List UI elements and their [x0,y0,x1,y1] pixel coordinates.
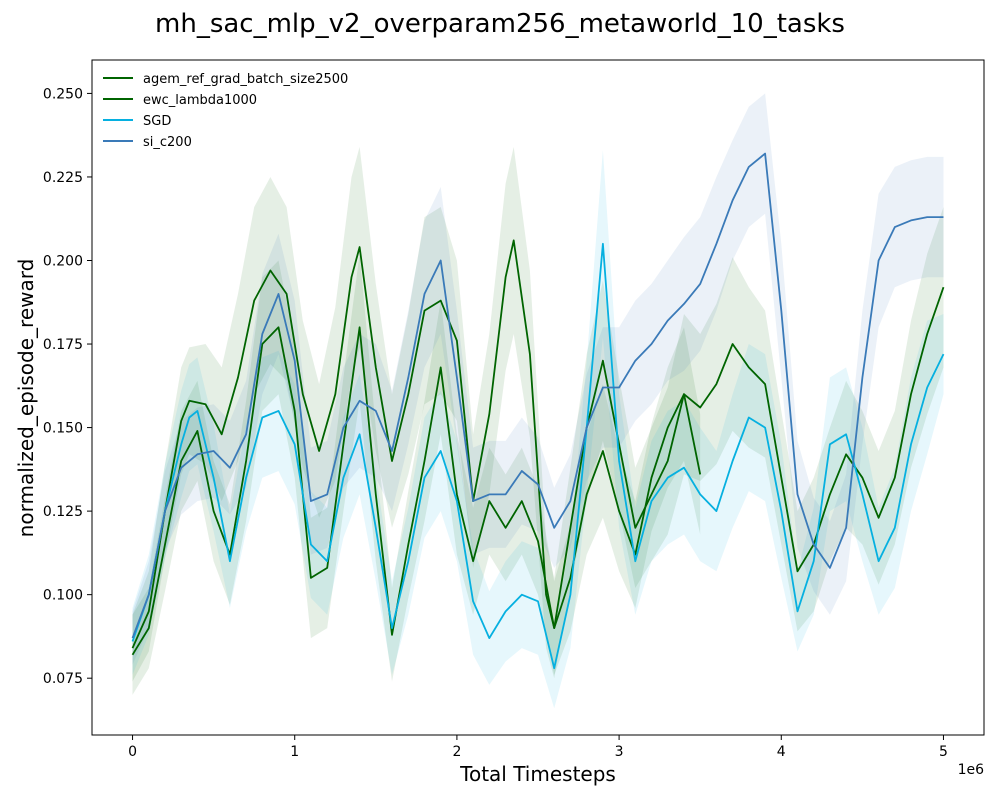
x-tick-label: 1 [290,744,299,760]
x-tick-label: 2 [452,744,461,760]
y-tick-label: 0.125 [43,504,83,520]
y-tick-label: 0.075 [43,671,83,687]
legend-label: ewc_lambda1000 [143,93,257,108]
series-band-0 [132,253,701,695]
x-tick-label: 0 [128,744,137,760]
y-axis-label: normalized_episode_reward [14,259,38,538]
series-band-2 [132,150,944,709]
series-lines [131,152,945,670]
series-band-3 [132,93,944,665]
y-tick-label: 0.200 [43,253,83,269]
legend-label: SGD [143,114,171,129]
series-line-3 [131,152,944,639]
x-tick-label: 4 [777,744,786,760]
legend: agem_ref_grad_batch_size2500 ewc_lambda10… [103,72,348,150]
series-band-1 [132,146,944,682]
legend-label: agem_ref_grad_batch_size2500 [143,72,348,87]
series-line-1 [131,239,945,649]
y-tick-label: 0.100 [43,588,83,604]
legend-label: si_c200 [143,135,192,150]
y-tick-label: 0.225 [43,170,83,186]
plot-frame [91,59,985,736]
chart-title: mh_sac_mlp_v2_overparam256_metaworld_10_… [155,9,845,39]
series-line-2 [131,242,945,670]
y-tick-label: 0.175 [43,337,83,353]
y-tick-label: 0.150 [43,421,83,437]
y-tick-label: 0.250 [43,86,83,102]
y-axis-ticks: 0.075 0.100 0.125 0.150 0.175 0.200 0.225 0.250 [43,86,92,687]
x-axis-ticks: 0 1 2 3 4 5 [128,735,948,760]
x-axis-offset-label: 1e6 [958,762,985,778]
x-axis-label: Total Timesteps [459,762,616,786]
x-tick-label: 5 [939,744,948,760]
confidence-bands [132,93,944,709]
x-tick-label: 3 [615,744,624,760]
